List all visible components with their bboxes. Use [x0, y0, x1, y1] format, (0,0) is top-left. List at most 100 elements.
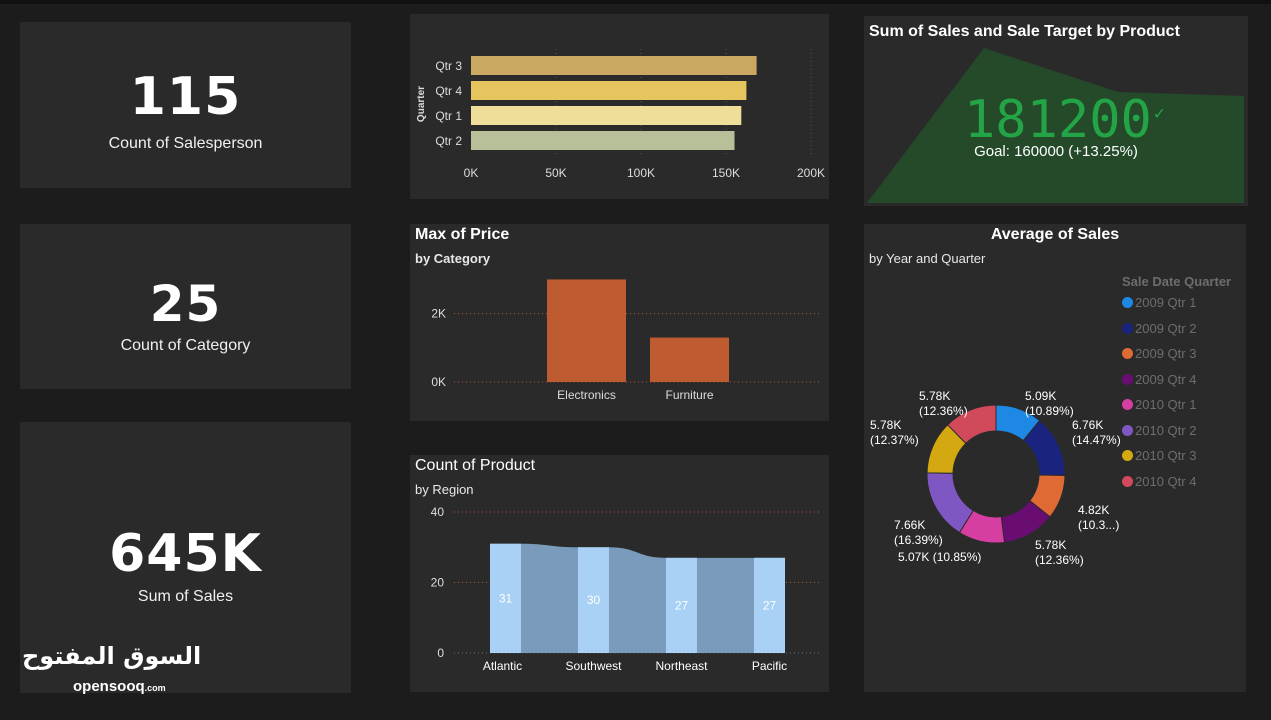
kpi-value: 115 — [129, 67, 242, 127]
ribbon — [490, 543, 785, 653]
bar — [471, 106, 742, 125]
chart-subtitle: by Region — [415, 482, 474, 497]
quarter-bar-chart-panel[interactable]: 0K 50K 100K 150K 200K Qtr 3 Qtr 4 Qtr 1 Qtr 2 Qua… — [410, 14, 829, 199]
bar — [547, 279, 626, 382]
y-tick-label: Qtr 1 — [435, 109, 462, 123]
data-label: 27 — [763, 598, 777, 612]
y-tick-label: 0K — [431, 375, 446, 389]
kpi-value: 25 — [149, 275, 222, 333]
bar — [471, 56, 757, 75]
legend-label: 2009 Qtr 1 — [1135, 295, 1197, 310]
chart-title: Average of Sales — [990, 226, 1120, 243]
quarter-bar-chart: 0K 50K 100K 150K 200K Qtr 3 Qtr 4 Qtr 1 Qtr 2 Qua… — [416, 49, 825, 180]
y-tick-label: Qtr 2 — [435, 134, 462, 148]
gauge-value: 181200 ✓ — [964, 90, 1165, 150]
x-tick-label: Southwest — [565, 659, 622, 673]
kpi-card-category[interactable]: 25 Count of Category — [20, 224, 351, 389]
average-sales-panel[interactable]: Average of Sales by Year and Quarter Sal… — [864, 224, 1246, 692]
data-label: 27 — [675, 598, 689, 612]
legend-swatch — [1122, 297, 1133, 308]
average-sales-donut: 5.09K (10.89%)6.76K (14.47%) 4.82K (10.3...)… — [870, 389, 1121, 567]
chart-subtitle: by Year and Quarter — [869, 251, 986, 266]
legend-item[interactable]: 2009 Qtr 4 — [1122, 372, 1196, 388]
slice-label: 4.82K (10.3...) — [1078, 503, 1119, 532]
count-product-chart: 0 20 40 31 Atlantic 30 Southwest 27 Northeast 27 P… — [431, 505, 822, 673]
slice-label: 5.09K (10.89%) — [1025, 389, 1074, 418]
legend-swatch — [1122, 475, 1133, 487]
max-price-panel[interactable]: Max of Price by Category 0K 2K Electronics… — [410, 224, 829, 421]
check-icon: ✓ — [1153, 103, 1165, 124]
legend-swatch — [1122, 322, 1133, 334]
y-axis-label: Quarter — [416, 86, 427, 122]
legend-label: 2010 Qtr 4 — [1135, 473, 1197, 489]
max-price-chart: 0K 2K Electronics Furniture — [431, 279, 822, 402]
x-tick-label: Furniture — [665, 388, 713, 402]
kpi-label: Count of Category — [120, 337, 251, 354]
legend-item[interactable]: 2010 Qtr 4 — [1122, 474, 1196, 490]
legend-label: 2009 Qtr 3 — [1135, 346, 1197, 361]
x-tick-label: Northeast — [655, 659, 708, 673]
kpi-label: Sum of Sales — [137, 588, 234, 605]
kpi-card-salesperson[interactable]: 115 Count of Salesperson — [20, 22, 351, 188]
watermark-logo-arabic: السوق المفتوح — [22, 642, 202, 670]
x-tick-label: Atlantic — [483, 659, 522, 673]
legend-swatch — [1122, 450, 1133, 461]
slice-label: 5.78K (12.36%) — [919, 389, 968, 418]
slice-label: 7.66K (16.39%) — [894, 518, 943, 547]
watermark-logo-latin: opensooq.com — [73, 678, 166, 695]
legend-item[interactable]: 2009 Qtr 2 — [1122, 321, 1196, 337]
chart-subtitle: by Category — [415, 251, 491, 266]
legend-label: 2010 Qtr 3 — [1135, 448, 1197, 463]
legend-item[interactable]: 2010 Qtr 1 — [1122, 397, 1196, 413]
legend-item[interactable]: 2010 Qtr 2 — [1122, 423, 1196, 439]
gauge-area-shape — [867, 48, 1244, 203]
donut-slice — [946, 404, 997, 445]
legend-swatch — [1122, 373, 1133, 385]
sales-target-panel[interactable]: Sum of Sales and Sale Target by Product … — [864, 16, 1248, 206]
bar — [754, 557, 785, 653]
kpi-value: 645K — [109, 524, 262, 584]
slice-label: 6.76K (14.47%) — [1072, 418, 1121, 447]
y-tick-label: 20 — [431, 576, 445, 590]
legend-item[interactable]: 2009 Qtr 3 — [1122, 346, 1196, 362]
legend-label: 2010 Qtr 2 — [1135, 422, 1197, 438]
y-tick-label: Qtr 4 — [435, 84, 462, 98]
chart-title: Max of Price — [415, 226, 510, 243]
slice-label: 5.07K (10.85%) — [898, 550, 981, 564]
legend-item[interactable]: 2010 Qtr 3 — [1122, 448, 1196, 464]
legend-swatch — [1122, 348, 1133, 359]
x-tick-label: Pacific — [752, 659, 787, 673]
legend-label: 2010 Qtr 1 — [1135, 397, 1197, 412]
bar — [471, 81, 747, 100]
y-tick-label: 2K — [431, 307, 446, 321]
x-tick-label: 100K — [627, 166, 655, 180]
count-product-panel[interactable]: Count of Product by Region 0 20 40 31 Atlant… — [410, 455, 829, 692]
bar — [650, 337, 729, 382]
kpi-label: Count of Salesperson — [108, 135, 263, 152]
x-tick-label: 50K — [545, 166, 566, 180]
legend-swatch — [1122, 424, 1133, 436]
bar — [578, 547, 609, 653]
x-tick-label: 0K — [464, 166, 479, 180]
bar — [490, 543, 521, 653]
gauge-title: Sum of Sales and Sale Target by Product — [869, 23, 1180, 40]
bar — [666, 557, 697, 653]
kpi-card-sales[interactable]: 645K Sum of Sales — [20, 422, 351, 693]
legend-label: 2009 Qtr 4 — [1135, 371, 1197, 387]
slice-label: 5.78K (12.36%) — [1035, 538, 1084, 567]
y-tick-label: 0 — [437, 646, 444, 660]
legend-label: 2009 Qtr 2 — [1135, 320, 1197, 336]
data-label: 31 — [499, 591, 513, 605]
gauge-goal: Goal: 160000 (+13.25%) — [974, 143, 1138, 160]
y-tick-label: Qtr 3 — [435, 59, 462, 73]
chart-title: Count of Product — [415, 457, 536, 474]
data-label: 30 — [587, 593, 601, 607]
slice-label: 5.78K (12.37%) — [870, 418, 919, 447]
x-tick-label: Electronics — [557, 388, 616, 402]
legend-item[interactable]: 2009 Qtr 1 — [1122, 295, 1196, 311]
bar — [471, 131, 735, 150]
x-tick-label: 150K — [712, 166, 740, 180]
legend-swatch — [1122, 399, 1133, 410]
top-edge — [0, 0, 1271, 4]
legend-title: Sale Date Quarter — [1122, 274, 1232, 289]
